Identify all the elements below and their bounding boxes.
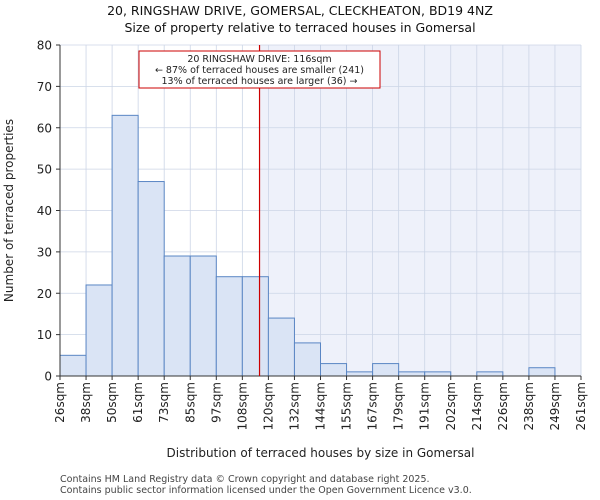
histogram-bar bbox=[137, 181, 165, 377]
y-tick-label: 50 bbox=[37, 163, 52, 177]
x-tick-label: 191sqm bbox=[418, 382, 432, 430]
y-tick-label: 20 bbox=[37, 287, 52, 301]
x-tick-label: 85sqm bbox=[183, 382, 197, 423]
annotation-text-line: 20 RINGSHAW DRIVE: 116sqm bbox=[187, 54, 331, 65]
annotation-text-line: ← 87% of terraced houses are smaller (24… bbox=[155, 65, 364, 76]
histogram-bar bbox=[398, 371, 426, 377]
histogram-bar bbox=[424, 371, 452, 377]
x-tick-label: 50sqm bbox=[105, 382, 119, 423]
chart-subtitle: Size of property relative to terraced ho… bbox=[124, 20, 476, 35]
histogram-bar bbox=[320, 363, 348, 377]
y-tick-label: 60 bbox=[37, 121, 52, 135]
histogram-bar bbox=[267, 317, 295, 377]
histogram-bar bbox=[346, 371, 374, 377]
histogram-bar bbox=[111, 114, 139, 377]
y-tick-label: 80 bbox=[37, 39, 52, 53]
annotation-box bbox=[138, 50, 381, 89]
x-tick-label: 179sqm bbox=[392, 382, 406, 430]
histogram-bar bbox=[59, 354, 87, 377]
histogram-bar bbox=[215, 276, 243, 377]
x-tick-label: 120sqm bbox=[261, 382, 275, 430]
x-tick-label: 202sqm bbox=[444, 382, 458, 430]
x-tick-label: 61sqm bbox=[131, 382, 145, 423]
x-tick-label: 97sqm bbox=[209, 382, 223, 423]
x-tick-label: 108sqm bbox=[235, 382, 249, 430]
x-tick-label: 261sqm bbox=[574, 382, 588, 430]
x-tick-label: 26sqm bbox=[53, 382, 67, 423]
y-axis-title: Number of terraced properties bbox=[2, 119, 16, 302]
y-tick-label: 30 bbox=[37, 245, 52, 259]
x-tick-label: 38sqm bbox=[79, 382, 93, 423]
x-tick-label: 226sqm bbox=[496, 382, 510, 430]
x-tick-label: 214sqm bbox=[470, 382, 484, 430]
histogram-bar bbox=[528, 367, 556, 377]
x-tick-label: 144sqm bbox=[314, 382, 328, 430]
x-tick-label: 132sqm bbox=[287, 382, 301, 430]
x-tick-label: 73sqm bbox=[157, 382, 171, 423]
histogram-bar bbox=[163, 255, 191, 377]
y-tick-label: 0 bbox=[44, 370, 52, 384]
histogram-bar bbox=[189, 255, 217, 377]
y-tick-label: 70 bbox=[37, 80, 52, 94]
histogram-bar bbox=[476, 371, 504, 377]
y-tick-label: 40 bbox=[37, 204, 52, 218]
x-tick-label: 249sqm bbox=[548, 382, 562, 430]
footer-copyright: Contains HM Land Registry data © Crown c… bbox=[60, 474, 430, 485]
histogram-bar bbox=[85, 284, 113, 377]
histogram-bar bbox=[372, 363, 400, 377]
x-tick-label: 155sqm bbox=[340, 382, 354, 430]
x-axis-title: Distribution of terraced houses by size … bbox=[167, 446, 475, 460]
x-tick-label: 167sqm bbox=[366, 382, 380, 430]
chart-title: 20, RINGSHAW DRIVE, GOMERSAL, CLECKHEATO… bbox=[107, 3, 493, 18]
y-tick-label: 10 bbox=[37, 328, 52, 342]
footer-licence: Contains public sector information licen… bbox=[60, 485, 472, 496]
annotation-text-line: 13% of terraced houses are larger (36) → bbox=[162, 76, 358, 87]
x-tick-label: 238sqm bbox=[522, 382, 536, 430]
histogram-bar bbox=[241, 276, 269, 377]
histogram-bar bbox=[293, 342, 322, 377]
